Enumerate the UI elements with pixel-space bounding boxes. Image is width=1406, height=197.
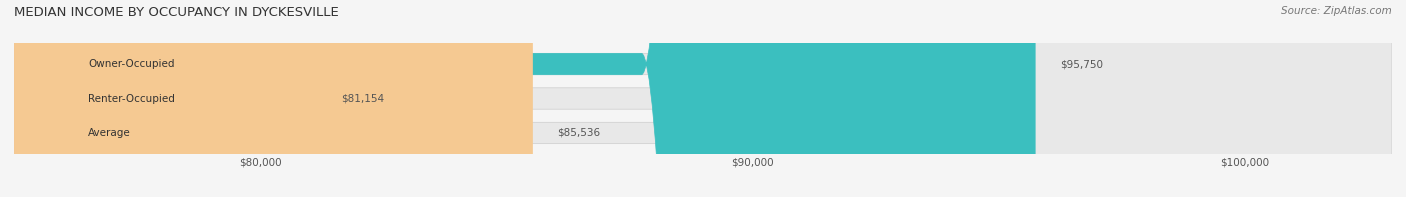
Text: Source: ZipAtlas.com: Source: ZipAtlas.com [1281,6,1392,16]
FancyBboxPatch shape [14,0,1392,197]
Text: $85,536: $85,536 [557,128,600,138]
Text: $95,750: $95,750 [1060,59,1102,69]
Text: Average: Average [89,128,131,138]
FancyBboxPatch shape [0,0,408,197]
FancyBboxPatch shape [14,0,1392,197]
Text: Renter-Occupied: Renter-Occupied [89,94,174,103]
FancyBboxPatch shape [14,0,533,197]
FancyBboxPatch shape [14,0,1035,197]
Text: $81,154: $81,154 [342,94,385,103]
FancyBboxPatch shape [14,0,1392,197]
Text: MEDIAN INCOME BY OCCUPANCY IN DYCKESVILLE: MEDIAN INCOME BY OCCUPANCY IN DYCKESVILL… [14,6,339,19]
Text: Owner-Occupied: Owner-Occupied [89,59,174,69]
